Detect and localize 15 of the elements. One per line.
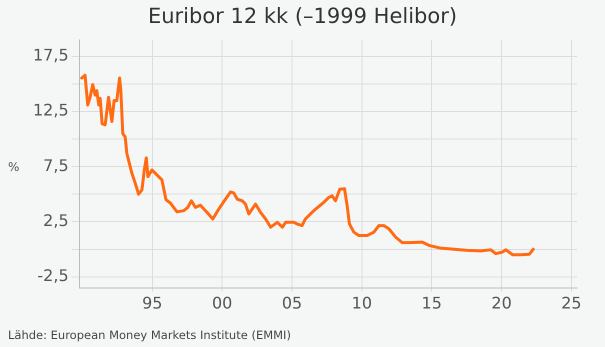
- y-tick-label: 12,5: [33, 100, 69, 120]
- text: Lähde: European Money Markets Institute (EMMI): [8, 328, 291, 342]
- y-tick-label: 2,5: [43, 210, 69, 230]
- y-tick-label: 7,5: [43, 156, 69, 175]
- x-tick-label: 00: [212, 294, 232, 313]
- x-tick-label: 20: [491, 294, 512, 313]
- x-tick-label: 15: [422, 294, 442, 313]
- x-tick-label: 05: [282, 294, 302, 313]
- chart-title: Euribor 12 kk (–1999 Helibor): [146, 4, 458, 28]
- x-tick-label: 25: [561, 294, 582, 313]
- y-tick-label: -2,5: [37, 266, 69, 285]
- y-axis-title: %: [8, 160, 20, 174]
- x-tick-label: 95: [142, 294, 162, 313]
- y-tick-label: 17,5: [33, 46, 69, 65]
- x-tick-label: 10: [352, 294, 372, 313]
